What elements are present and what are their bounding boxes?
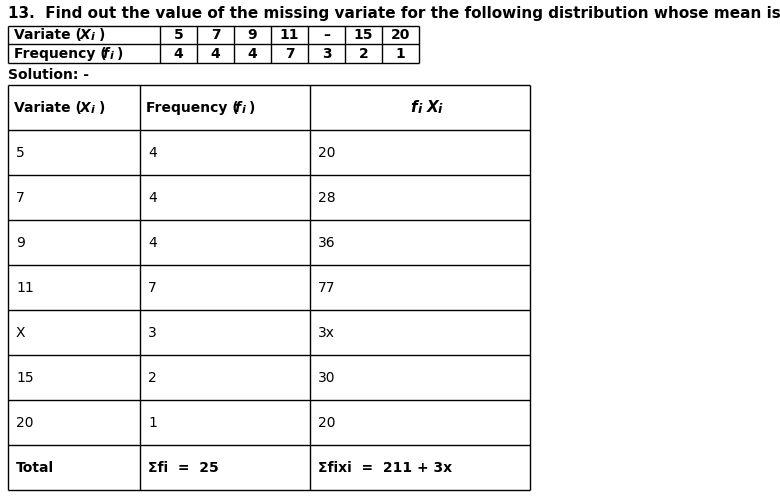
Text: X: X bbox=[80, 28, 90, 42]
Text: X: X bbox=[427, 100, 438, 115]
Text: 20: 20 bbox=[318, 415, 335, 429]
Text: ): ) bbox=[117, 46, 123, 60]
Text: 3x: 3x bbox=[318, 326, 335, 340]
Text: f: f bbox=[102, 46, 108, 60]
Text: 2: 2 bbox=[359, 46, 368, 60]
Text: 1: 1 bbox=[148, 415, 157, 429]
Text: 4: 4 bbox=[148, 236, 157, 249]
Text: Variate (: Variate ( bbox=[14, 28, 82, 42]
Text: 4: 4 bbox=[174, 46, 183, 60]
Text: 9: 9 bbox=[248, 28, 257, 42]
Text: X: X bbox=[16, 326, 26, 340]
Text: 3: 3 bbox=[148, 326, 157, 340]
Text: i: i bbox=[242, 105, 246, 115]
Text: ): ) bbox=[249, 101, 255, 115]
Text: Frequency (: Frequency ( bbox=[14, 46, 107, 60]
Text: 7: 7 bbox=[211, 28, 220, 42]
Text: 4: 4 bbox=[148, 191, 157, 205]
Text: Σfixi  =  211 + 3x: Σfixi = 211 + 3x bbox=[318, 461, 452, 475]
Text: 11: 11 bbox=[16, 280, 34, 294]
Text: X: X bbox=[80, 101, 90, 115]
Text: –: – bbox=[323, 28, 330, 42]
Text: 20: 20 bbox=[318, 145, 335, 159]
Text: 7: 7 bbox=[285, 46, 294, 60]
Text: 7: 7 bbox=[148, 280, 157, 294]
Text: Solution: -: Solution: - bbox=[8, 68, 89, 82]
Text: ): ) bbox=[99, 101, 105, 115]
Text: 5: 5 bbox=[174, 28, 183, 42]
Text: i: i bbox=[110, 50, 114, 60]
Text: i: i bbox=[438, 103, 442, 116]
Text: 7: 7 bbox=[16, 191, 25, 205]
Text: 1: 1 bbox=[395, 46, 406, 60]
Text: 36: 36 bbox=[318, 236, 335, 249]
Text: f: f bbox=[234, 101, 240, 115]
Text: 13.  Find out the value of the missing variate for the following distribution wh: 13. Find out the value of the missing va… bbox=[8, 5, 780, 20]
Text: 5: 5 bbox=[16, 145, 25, 159]
Text: 30: 30 bbox=[318, 371, 335, 384]
Text: 11: 11 bbox=[280, 28, 300, 42]
Text: i: i bbox=[418, 103, 422, 116]
Text: f: f bbox=[410, 100, 417, 115]
Text: 77: 77 bbox=[318, 280, 335, 294]
Text: 20: 20 bbox=[391, 28, 410, 42]
Text: 15: 15 bbox=[354, 28, 374, 42]
Text: 4: 4 bbox=[148, 145, 157, 159]
Text: 2: 2 bbox=[148, 371, 157, 384]
Text: 15: 15 bbox=[16, 371, 34, 384]
Text: 28: 28 bbox=[318, 191, 335, 205]
Text: Total: Total bbox=[16, 461, 54, 475]
Text: 4: 4 bbox=[247, 46, 257, 60]
Text: 9: 9 bbox=[16, 236, 25, 249]
Text: i: i bbox=[91, 32, 95, 42]
Text: 20: 20 bbox=[16, 415, 34, 429]
Text: i: i bbox=[91, 105, 95, 115]
Text: Σfi  =  25: Σfi = 25 bbox=[148, 461, 218, 475]
Text: ): ) bbox=[99, 28, 105, 42]
Text: Variate (: Variate ( bbox=[14, 101, 82, 115]
Text: 3: 3 bbox=[321, 46, 331, 60]
Text: 4: 4 bbox=[211, 46, 221, 60]
Text: Frequency (: Frequency ( bbox=[146, 101, 239, 115]
